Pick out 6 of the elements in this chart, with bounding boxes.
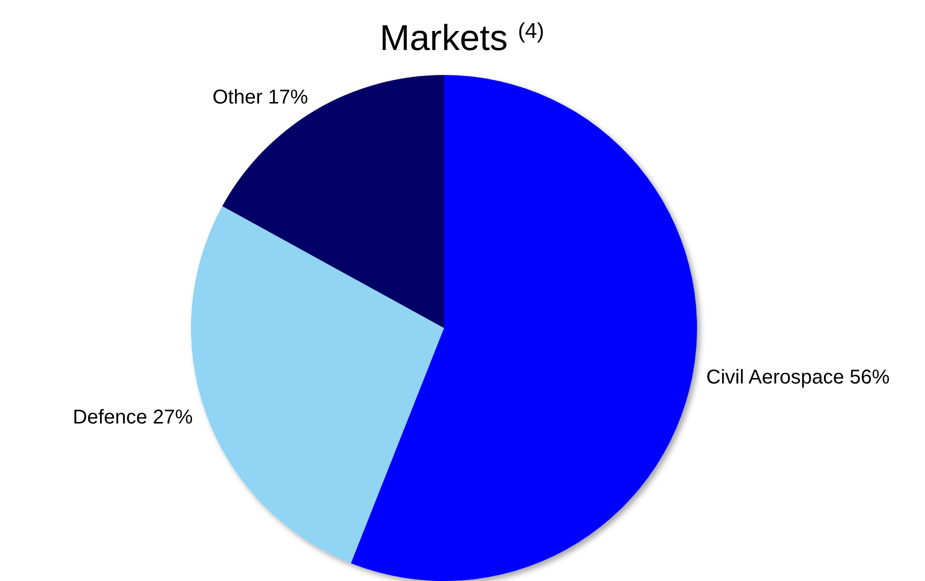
slice-label: Other 17%: [212, 86, 308, 108]
pie-slice: [350, 75, 696, 581]
chart-title: Markets $^{(4)}$: [380, 17, 544, 58]
slice-label: Defence 27%: [72, 406, 193, 429]
pie-slice: [191, 206, 444, 564]
slice-label: Civil Aerospace 56%: [706, 366, 890, 388]
